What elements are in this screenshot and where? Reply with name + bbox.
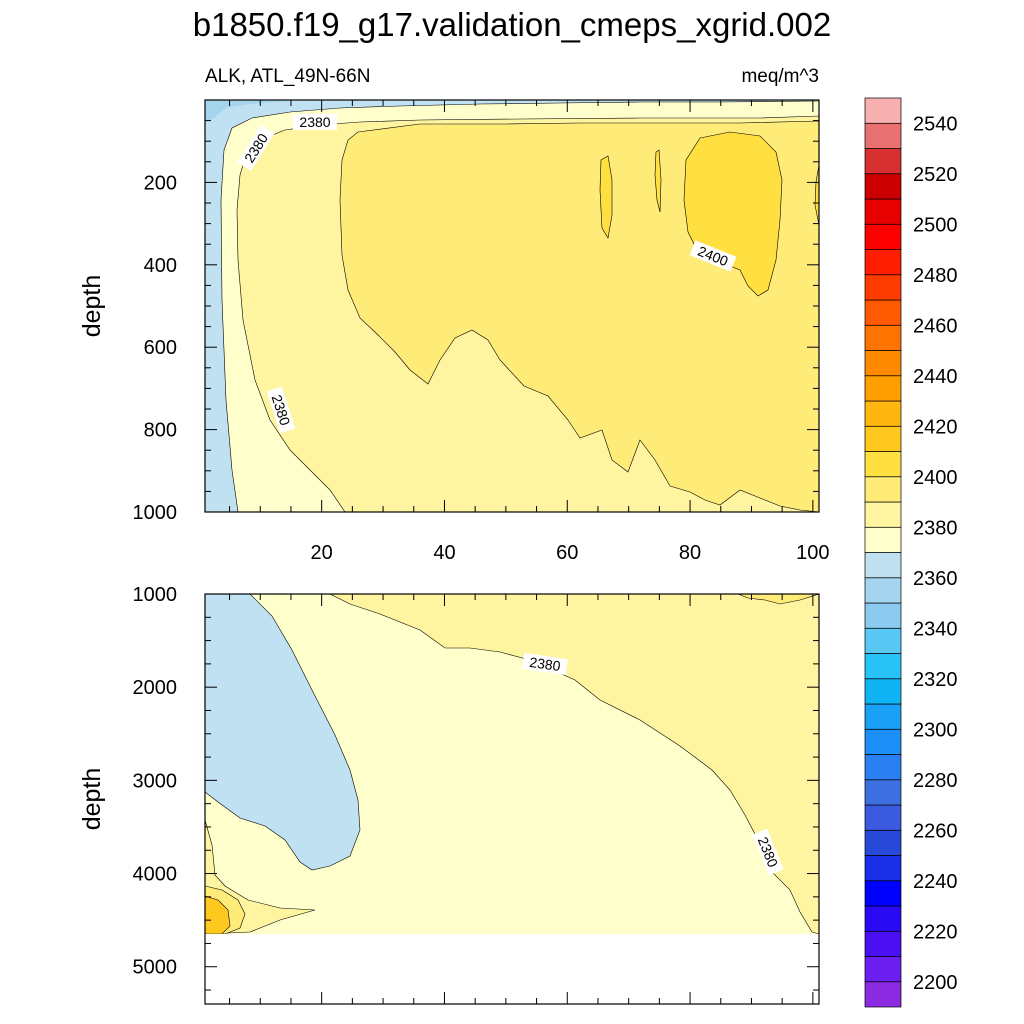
contour-label-2380-lower-a: 2380 bbox=[528, 654, 561, 674]
lower-panel: 2380 2380 bbox=[205, 594, 819, 1004]
upper-y-axis-label: depth bbox=[78, 275, 106, 338]
colorbar-swatch bbox=[864, 728, 902, 755]
colorbar-swatch bbox=[864, 400, 902, 427]
colorbar-label: 2460 bbox=[913, 315, 958, 337]
y-tick-label: 1000 bbox=[133, 584, 178, 606]
colorbar-swatch bbox=[864, 577, 902, 604]
colorbar-swatch bbox=[864, 829, 902, 856]
lower-tick-labels: 1000 2000 3000 4000 5000 bbox=[133, 584, 178, 979]
colorbar-swatch bbox=[864, 173, 902, 200]
colorbar-swatch bbox=[864, 703, 902, 730]
colorbar-swatch bbox=[864, 905, 902, 932]
lower-region-2390 bbox=[737, 594, 819, 605]
colorbar-label: 2480 bbox=[913, 265, 958, 287]
colorbar-swatch bbox=[864, 880, 902, 907]
y-tick-label: 2000 bbox=[133, 677, 178, 699]
y-tick-label: 800 bbox=[144, 420, 177, 442]
colorbar-swatch bbox=[864, 122, 902, 149]
colorbar: 2200 2220 2240 2260 2280 2300 2320 2340 2360 2380… bbox=[864, 97, 958, 1008]
colorbar-label: 2540 bbox=[913, 113, 958, 135]
colorbar-swatch bbox=[864, 350, 902, 377]
y-tick-label: 3000 bbox=[133, 770, 178, 792]
y-tick-label: 600 bbox=[144, 337, 177, 359]
lower-region-2360 bbox=[205, 594, 361, 871]
colorbar-label: 2520 bbox=[913, 164, 958, 186]
lower-ticks bbox=[205, 593, 819, 1004]
colorbar-label: 2380 bbox=[913, 517, 958, 539]
colorbar-label: 2240 bbox=[913, 871, 958, 893]
colorbar-swatch bbox=[864, 375, 902, 402]
upper-panel: 2380 2380 2380 2400 bbox=[205, 100, 819, 512]
colorbar-swatch bbox=[864, 552, 902, 579]
colorbar-label: 2420 bbox=[913, 416, 958, 438]
x-tick-label: 40 bbox=[433, 542, 455, 564]
chart-title: b1850.f19_g17.validation_cmeps_xgrid.002 bbox=[193, 6, 831, 43]
colorbar-swatch bbox=[864, 981, 902, 1008]
lower-missing-data bbox=[205, 934, 819, 1004]
colorbar-swatch bbox=[864, 678, 902, 705]
upper-region-2360 bbox=[205, 100, 819, 512]
contour-label-2380-a: 2380 bbox=[299, 114, 330, 130]
colorbar-swatch bbox=[864, 754, 902, 781]
colorbar-label: 2340 bbox=[913, 618, 958, 640]
colorbar-swatch bbox=[864, 97, 902, 124]
upper-region-2400c bbox=[654, 149, 662, 213]
colorbar-label: 2440 bbox=[913, 366, 958, 388]
colorbar-swatch bbox=[864, 855, 902, 882]
y-tick-label: 200 bbox=[144, 172, 177, 194]
colorbar-swatch bbox=[864, 956, 902, 983]
colorbar-label: 2500 bbox=[913, 214, 958, 236]
colorbar-swatch bbox=[864, 804, 902, 831]
lower-y-axis-label: depth bbox=[78, 768, 106, 831]
colorbar-label: 2300 bbox=[913, 719, 958, 741]
upper-region-2350 bbox=[205, 100, 290, 122]
upper-tick-labels: 200 400 600 800 1000 20 40 60 80 100 bbox=[133, 172, 830, 564]
upper-region-2400b bbox=[599, 155, 613, 239]
colorbar-swatch bbox=[864, 627, 902, 654]
variable-label: ALK, ATL_49N-66N bbox=[205, 66, 370, 87]
x-tick-label: 20 bbox=[311, 542, 333, 564]
y-tick-label: 1000 bbox=[133, 502, 178, 524]
colorbar-swatch bbox=[864, 148, 902, 175]
units-label: meq/m^3 bbox=[741, 66, 819, 87]
colorbar-swatch bbox=[864, 602, 902, 629]
y-tick-label: 400 bbox=[144, 255, 177, 277]
x-tick-label: 60 bbox=[556, 542, 578, 564]
colorbar-swatch bbox=[864, 930, 902, 957]
colorbar-swatch bbox=[864, 779, 902, 806]
colorbar-swatch bbox=[864, 526, 902, 553]
upper-region-2400d bbox=[814, 164, 819, 226]
colorbar-swatch bbox=[864, 223, 902, 250]
colorbar-swatch bbox=[864, 425, 902, 452]
colorbar-label: 2360 bbox=[913, 568, 958, 590]
colorbar-swatch bbox=[864, 476, 902, 503]
colorbar-swatch bbox=[864, 274, 902, 301]
colorbar-label: 2280 bbox=[913, 770, 958, 792]
colorbar-swatch bbox=[864, 299, 902, 326]
colorbar-label: 2220 bbox=[913, 921, 958, 943]
colorbar-label: 2260 bbox=[913, 820, 958, 842]
colorbar-swatch bbox=[864, 451, 902, 478]
colorbar-label: 2320 bbox=[913, 669, 958, 691]
lower-region-2410-bottom bbox=[205, 895, 231, 935]
x-tick-label: 100 bbox=[796, 542, 829, 564]
lower-region-2380 bbox=[255, 594, 819, 935]
colorbar-swatch bbox=[864, 324, 902, 351]
y-tick-label: 5000 bbox=[133, 957, 178, 979]
y-tick-label: 4000 bbox=[133, 864, 178, 886]
colorbar-label: 2400 bbox=[913, 467, 958, 489]
lower-frame bbox=[204, 593, 820, 1005]
colorbar-swatch bbox=[864, 249, 902, 276]
colorbar-label: 2200 bbox=[913, 972, 958, 994]
colorbar-swatch bbox=[864, 501, 902, 528]
x-tick-label: 80 bbox=[679, 542, 701, 564]
colorbar-swatch bbox=[864, 653, 902, 680]
upper-ticks bbox=[205, 99, 819, 513]
colorbar-swatch bbox=[864, 198, 902, 225]
